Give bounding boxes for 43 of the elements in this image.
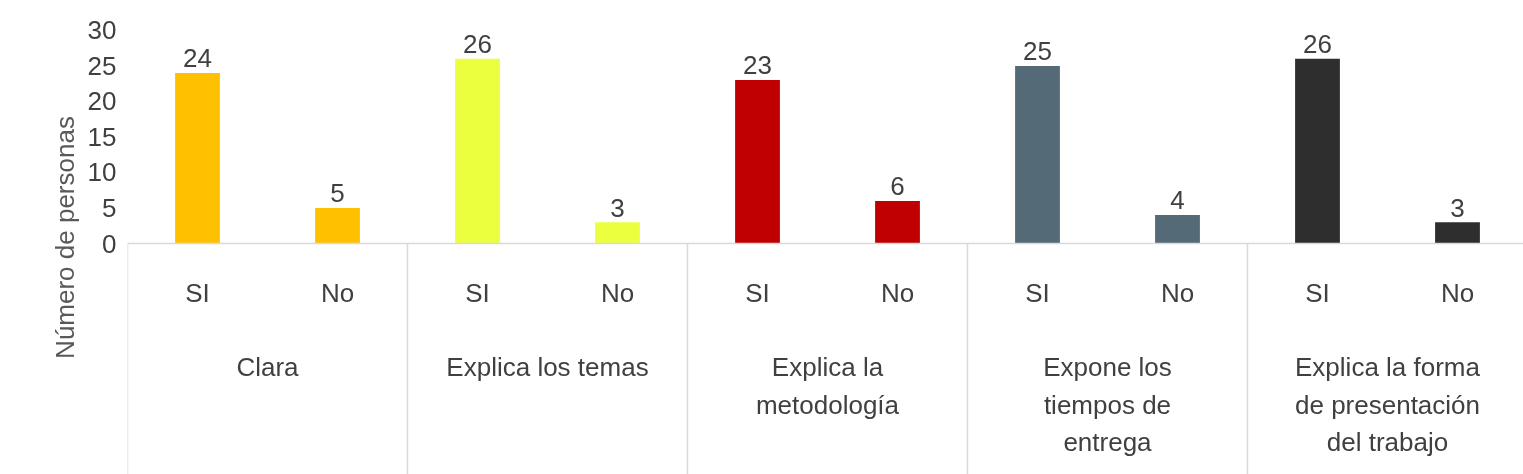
bar [175,72,220,244]
x-tick-label: No [1440,278,1475,309]
text: Clara [236,352,300,383]
y-axis-title: Número de personas [49,116,80,359]
bar [315,208,360,244]
text: Explica la forma de presentación del trabajo [1294,352,1481,458]
x-tick-label: No [600,278,635,309]
x-tick-label: SI [465,278,490,309]
data-label: 3 [610,192,625,223]
y-tick-label: 20 [87,86,117,117]
bar [595,222,640,244]
bar [1435,222,1480,244]
bar [875,200,920,244]
data-label: 3 [1450,192,1465,223]
x-tick-label: SI [745,278,770,309]
x-tick-label: SI [185,278,210,309]
y-tick-label: 15 [87,121,117,152]
y-tick-label: 25 [87,50,117,81]
data-label: 26 [1303,29,1332,60]
data-label: 25 [1023,36,1052,67]
data-label: 5 [330,178,345,209]
bar [1155,215,1200,244]
data-label: 24 [183,43,212,74]
text: Explica los temas [446,352,649,383]
y-tick-label: 5 [102,193,117,224]
y-tick-label: 0 [102,228,117,259]
y-tick-label: 30 [87,15,117,46]
data-label: 23 [743,50,772,81]
x-tick-label: No [1160,278,1195,309]
bar [735,80,780,244]
data-label: 4 [1170,185,1185,216]
text: Expone los tiempos de entrega [1043,352,1172,458]
data-label: 26 [463,29,492,60]
x-tick-label: SI [1025,278,1050,309]
data-label: 6 [890,171,905,202]
bar [455,58,500,244]
x-tick-label: SI [1305,278,1330,309]
bar [1015,65,1060,244]
bar [1295,58,1340,244]
text: Explica la metodología [755,352,900,420]
y-tick-label: 10 [87,157,117,188]
x-tick-label: No [320,278,355,309]
x-tick-label: No [880,278,915,309]
